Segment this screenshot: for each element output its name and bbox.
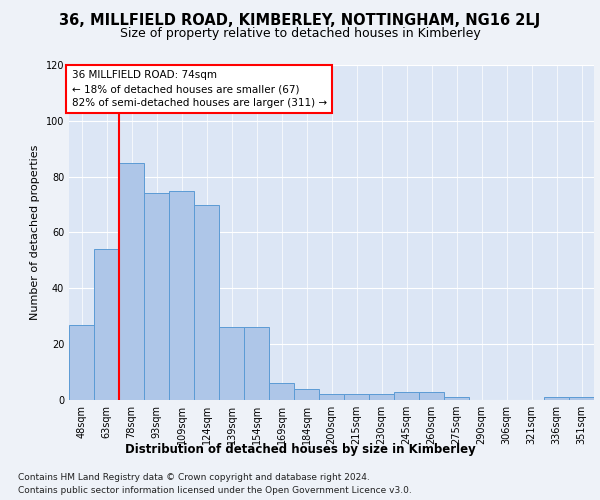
Bar	[69, 324, 94, 400]
Bar	[119, 162, 144, 400]
Bar	[194, 204, 219, 400]
Text: Contains public sector information licensed under the Open Government Licence v3: Contains public sector information licen…	[18, 486, 412, 495]
Bar	[94, 249, 119, 400]
Text: Contains HM Land Registry data © Crown copyright and database right 2024.: Contains HM Land Registry data © Crown c…	[18, 472, 370, 482]
Bar	[294, 389, 319, 400]
Bar	[319, 394, 344, 400]
Bar	[419, 392, 444, 400]
Y-axis label: Number of detached properties: Number of detached properties	[30, 145, 40, 320]
Bar	[144, 194, 169, 400]
Bar	[444, 397, 469, 400]
Bar	[369, 394, 394, 400]
Bar	[244, 328, 269, 400]
Text: Distribution of detached houses by size in Kimberley: Distribution of detached houses by size …	[125, 442, 475, 456]
Text: 36, MILLFIELD ROAD, KIMBERLEY, NOTTINGHAM, NG16 2LJ: 36, MILLFIELD ROAD, KIMBERLEY, NOTTINGHA…	[59, 12, 541, 28]
Bar	[219, 328, 244, 400]
Bar	[269, 383, 294, 400]
Text: Size of property relative to detached houses in Kimberley: Size of property relative to detached ho…	[119, 28, 481, 40]
Text: 36 MILLFIELD ROAD: 74sqm
← 18% of detached houses are smaller (67)
82% of semi-d: 36 MILLFIELD ROAD: 74sqm ← 18% of detach…	[71, 70, 327, 108]
Bar	[394, 392, 419, 400]
Bar	[344, 394, 369, 400]
Bar	[544, 397, 569, 400]
Bar	[169, 190, 194, 400]
Bar	[569, 397, 594, 400]
